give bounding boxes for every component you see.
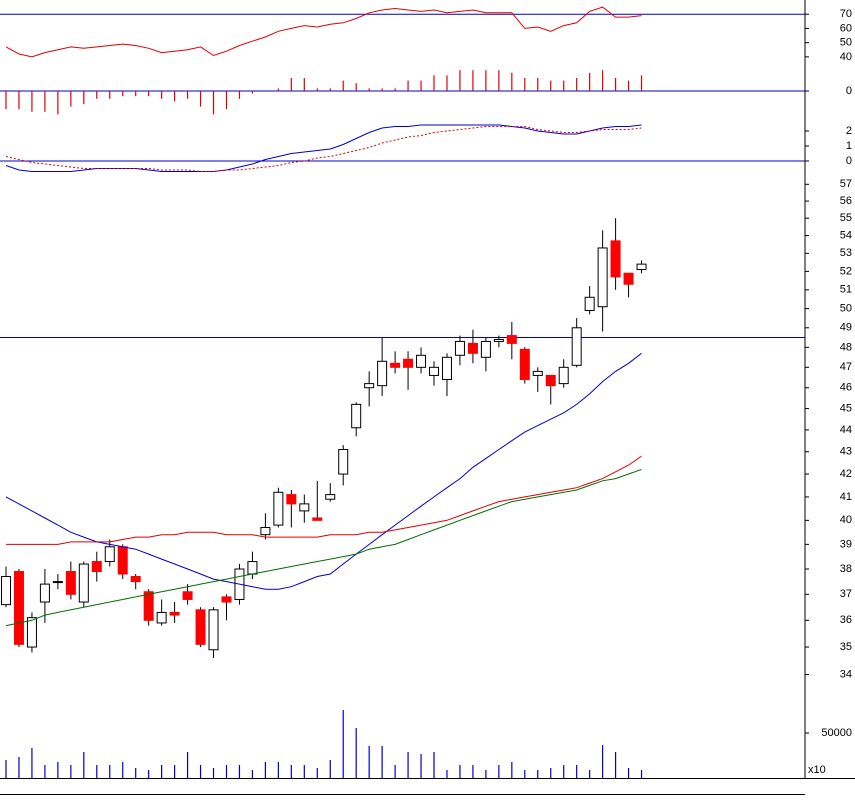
- candle-body: [545, 374, 556, 387]
- y-tick-label: 51: [840, 284, 852, 296]
- y-tick-label: 55: [840, 212, 852, 224]
- candle-body: [143, 591, 154, 621]
- candle-body: [1, 576, 11, 606]
- y-tick-label: 54: [840, 229, 852, 241]
- candle-body: [480, 340, 491, 358]
- line-series: [5, 6, 642, 58]
- candle-body: [273, 491, 284, 526]
- candle-body: [584, 296, 595, 312]
- candle-body: [558, 366, 569, 385]
- y-tick-label: 39: [840, 538, 852, 550]
- y-tick-label: 50: [840, 37, 852, 49]
- line-series: [6, 455, 642, 545]
- candle-body: [493, 338, 504, 342]
- candle-body: [351, 403, 362, 429]
- y-tick-label: 35: [840, 641, 852, 653]
- candle-body: [519, 348, 530, 381]
- y-tick-label: 50: [840, 303, 852, 315]
- y-tick-label: 1: [846, 140, 852, 152]
- line-series: [5, 352, 642, 590]
- candle-body: [104, 546, 115, 563]
- candle-body: [130, 576, 141, 583]
- candle-body: [467, 342, 478, 354]
- candle-body: [286, 494, 297, 505]
- y-tick-label: 46: [840, 382, 852, 394]
- candle-body: [403, 358, 414, 368]
- y-tick-label: 52: [840, 265, 852, 277]
- candle-body: [429, 366, 440, 376]
- line-series: [5, 469, 642, 627]
- line-series: [5, 126, 642, 172]
- candle-body: [610, 240, 621, 278]
- candle-body: [26, 617, 37, 648]
- candle-body: [169, 611, 180, 616]
- y-tick-label: 34: [840, 668, 852, 680]
- candle-body: [39, 583, 50, 603]
- candle-body: [312, 517, 323, 521]
- candle-body: [623, 272, 634, 285]
- candle-body: [416, 354, 427, 368]
- candle-body: [325, 494, 336, 500]
- candle-body: [299, 503, 310, 512]
- plot-area: [1, 6, 647, 778]
- y-tick-label: 50000: [821, 727, 852, 739]
- y-tick-label: 44: [840, 424, 852, 436]
- line-series: [5, 124, 642, 172]
- candle-body: [195, 609, 206, 645]
- candle-body: [260, 526, 271, 536]
- y-tick-label: 0: [846, 85, 852, 97]
- y-tick-label: 53: [840, 247, 852, 259]
- candle-body: [636, 263, 647, 271]
- candle-body: [532, 370, 543, 376]
- candle-body: [377, 360, 388, 387]
- candle-body: [91, 561, 102, 573]
- multiplier-label: x10: [808, 764, 826, 776]
- candle-body: [441, 356, 452, 381]
- y-tick-label: 41: [840, 491, 852, 503]
- y-tick-label: 40: [840, 51, 852, 63]
- y-tick-label: 45: [840, 402, 852, 414]
- y-tick-label: 48: [840, 341, 852, 353]
- candle-body: [390, 362, 401, 368]
- candle-body: [156, 611, 167, 624]
- candle-body: [571, 327, 582, 366]
- y-tick-label: 0: [846, 155, 852, 167]
- candle-body: [597, 247, 608, 308]
- grid: [0, 13, 805, 339]
- y-tick-label: 36: [840, 614, 852, 626]
- y-tick-label: 49: [840, 322, 852, 334]
- candle-body: [52, 581, 63, 584]
- candle-body: [13, 571, 24, 645]
- candle-body: [221, 596, 232, 603]
- candle-body: [364, 383, 375, 389]
- y-tick-label: 37: [840, 588, 852, 600]
- candle-body: [182, 591, 193, 600]
- y-tick-label: 2: [846, 125, 852, 137]
- y-tick-label: 57: [840, 178, 852, 190]
- candle-body: [65, 571, 76, 595]
- y-tick-label: 47: [840, 361, 852, 373]
- y-tick-label: 40: [840, 514, 852, 526]
- candle-body: [454, 340, 465, 356]
- candle-body: [247, 561, 258, 575]
- y-tick-label: 42: [840, 468, 852, 480]
- candle-body: [78, 563, 89, 603]
- y-tick-label: 43: [840, 446, 852, 458]
- candle-body: [338, 449, 349, 475]
- y-tick-label: 70: [840, 8, 852, 20]
- candle-body: [506, 335, 517, 344]
- y-tick-label: 38: [840, 563, 852, 575]
- y-tick-label: 56: [840, 195, 852, 207]
- candle-body: [117, 546, 128, 575]
- y-tick-label: 60: [840, 22, 852, 34]
- axes: 40 50 60 70 0 0 1 2 34 35 36 37 38 39 40 41 42 43 44 45 46 47…: [805, 8, 852, 776]
- candle-body: [208, 609, 219, 651]
